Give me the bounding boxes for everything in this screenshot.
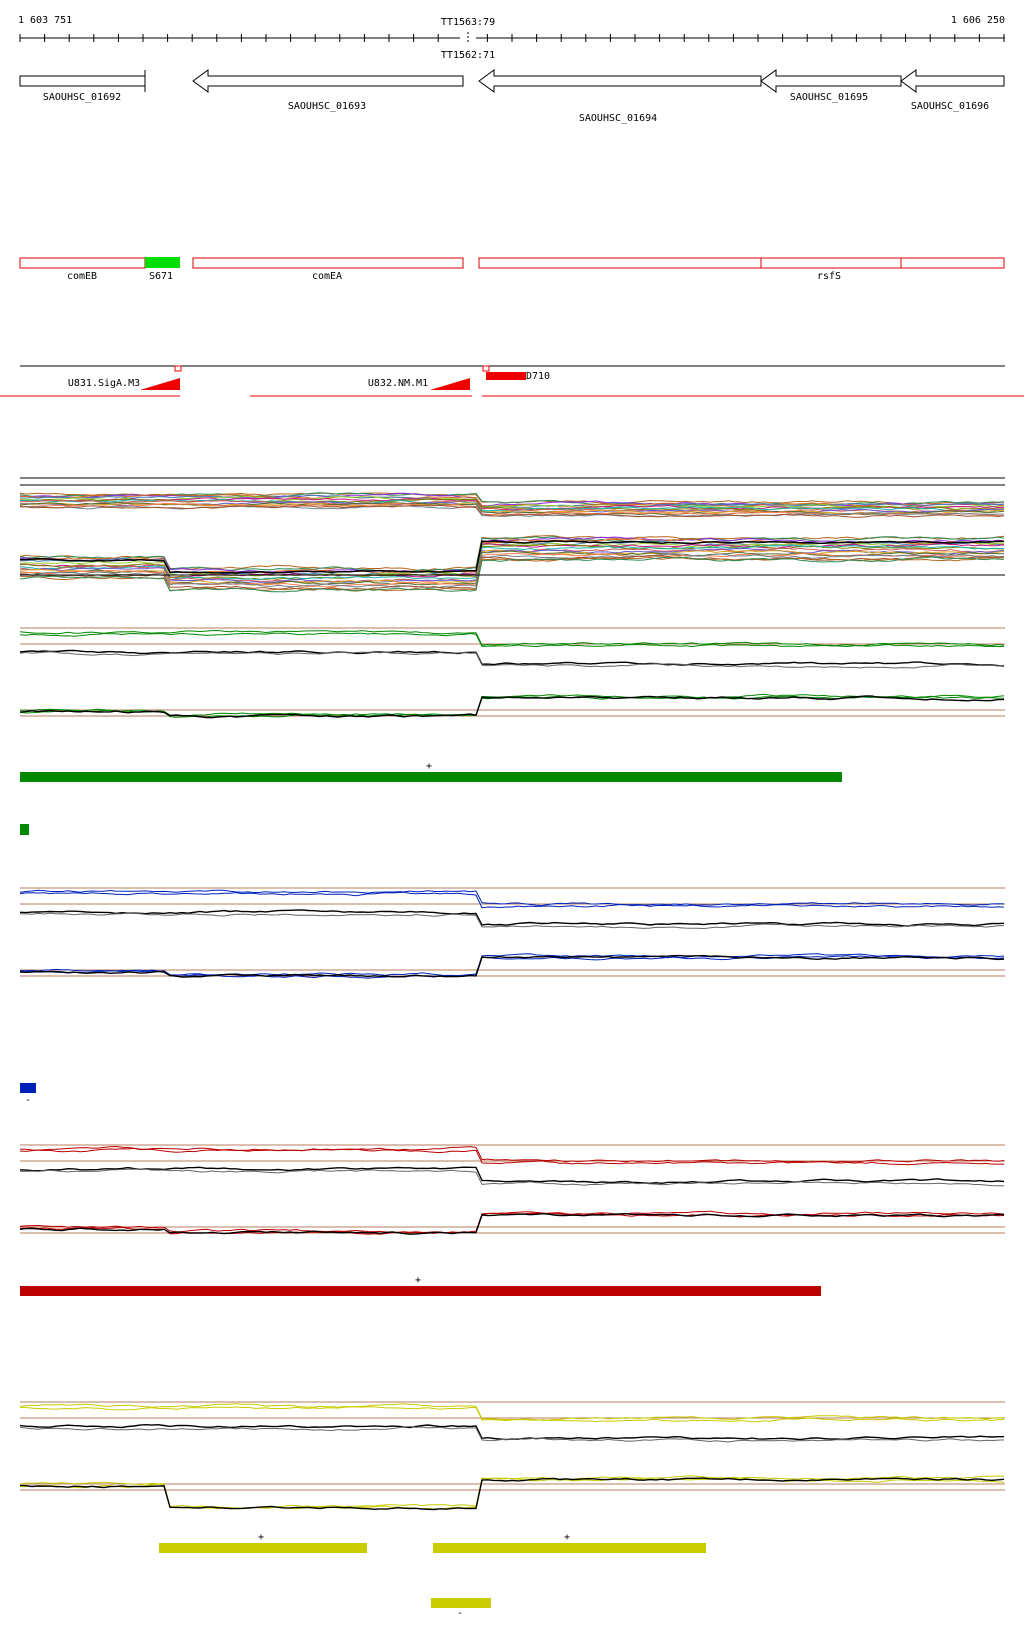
condition-panel	[19, 627, 1005, 835]
expression-trace	[19, 504, 1005, 518]
condition-trace	[19, 629, 1005, 647]
condition-trace	[19, 1406, 1005, 1423]
gene-track: SAOUHSC_01692 SAOUHSC_01693 SAOUHSC_0169…	[19, 69, 1005, 124]
annotation-box[interactable]	[478, 257, 762, 269]
terminator-top-label: TT1563:79	[441, 17, 495, 28]
annotation-track: comEB S671 comEA rsfS	[19, 257, 1005, 282]
small-marker-label: -	[457, 1608, 463, 1619]
annotation-label: comEB	[67, 271, 97, 282]
condition-trace	[20, 912, 1005, 930]
expression-trace	[19, 505, 1005, 518]
expression-trace	[19, 543, 1005, 580]
promoter-marker[interactable]	[430, 378, 470, 390]
annotation-label: S671	[149, 271, 173, 282]
expression-trace	[19, 547, 1005, 583]
ruler-ticks	[19, 34, 1005, 42]
promoter-flag	[482, 365, 490, 372]
condition-segment	[20, 772, 842, 782]
feature-label: D710	[526, 371, 550, 382]
gene-label: SAOUHSC_01695	[790, 92, 868, 103]
downstream-feature[interactable]	[486, 372, 526, 380]
condition-trace	[19, 1212, 1004, 1235]
expression-trace	[19, 556, 1005, 593]
condition-trace	[19, 1145, 1005, 1163]
condition-trace	[19, 909, 1005, 927]
gene-arrow[interactable]: SAOUHSC_01695	[760, 69, 902, 103]
expression-traces-all	[19, 477, 1005, 593]
condition-trace	[19, 891, 1005, 909]
condition-small-segment	[20, 824, 29, 835]
gene-label: SAOUHSC_01696	[911, 101, 989, 112]
gene-label: SAOUHSC_01693	[288, 101, 366, 112]
condition-trace	[19, 1210, 1005, 1234]
expression-trace	[19, 536, 1005, 573]
expression-trace	[20, 540, 1005, 574]
segment-strand-label: +	[564, 1532, 570, 1543]
promoter-flag	[174, 365, 182, 372]
condition-trace	[19, 649, 1005, 667]
condition-trace	[20, 1168, 1005, 1187]
condition-trace	[19, 889, 1005, 907]
feature-label: U831.SigA.M3	[68, 378, 140, 389]
condition-trace	[19, 1477, 1005, 1510]
gene-arrow[interactable]: SAOUHSC_01694	[478, 69, 762, 124]
condition-trace	[19, 1477, 1005, 1511]
gene-arrow[interactable]: SAOUHSC_01696	[900, 69, 1005, 112]
condition-trace	[19, 955, 1005, 979]
ruler-end-label: 1 606 250	[951, 15, 1005, 26]
annotation-label: rsfS	[817, 271, 841, 282]
segment-strand-label: +	[426, 761, 432, 772]
annotation-box[interactable]	[192, 257, 464, 269]
expression-trace	[19, 498, 1005, 512]
expression-trace	[19, 492, 1005, 507]
condition-segment	[159, 1543, 367, 1553]
gene-label: SAOUHSC_01694	[579, 113, 657, 124]
annotation-box[interactable]	[19, 257, 146, 269]
segment-strand-label: +	[415, 1275, 421, 1286]
expression-trace	[19, 544, 1004, 581]
annotation-box[interactable]	[760, 257, 902, 269]
gene-arrow[interactable]: SAOUHSC_01693	[192, 69, 464, 112]
annotation-highlight[interactable]	[145, 257, 180, 268]
feature-track: U831.SigA.M3 U832.NM.M1 D710	[0, 365, 1024, 397]
condition-panel	[19, 887, 1005, 1093]
condition-trace	[19, 695, 1004, 719]
expression-trace	[19, 553, 1005, 589]
coordinate-ruler: 1 603 751 1 606 250 TT1563:79 TT1562:71	[18, 15, 1005, 61]
annotation-box[interactable]	[900, 257, 1005, 269]
gene-arrow[interactable]: SAOUHSC_01692	[19, 70, 146, 103]
annotation-label: comEA	[312, 271, 342, 282]
expression-trace	[19, 494, 1005, 508]
condition-panel	[19, 1144, 1005, 1296]
condition-small-segment	[20, 1083, 36, 1093]
feature-label: U832.NM.M1	[368, 378, 428, 389]
ruler-start-label: 1 603 751	[18, 15, 72, 26]
condition-trace	[19, 1423, 1004, 1441]
gene-label: SAOUHSC_01692	[43, 92, 121, 103]
condition-trace	[19, 954, 1005, 978]
promoter-marker[interactable]	[140, 378, 180, 390]
condition-trace	[19, 1166, 1005, 1185]
condition-panel	[19, 1401, 1005, 1608]
condition-trace	[19, 632, 1005, 648]
segment-strand-label: +	[258, 1532, 264, 1543]
condition-small-segment	[431, 1598, 491, 1608]
expression-trace	[19, 499, 1005, 513]
terminator-bottom-label: TT1562:71	[441, 50, 495, 61]
small-marker-label: -	[25, 1095, 31, 1106]
segment-markers: + - + + + -	[25, 761, 570, 1619]
condition-trace	[19, 1147, 1005, 1166]
condition-trace	[19, 1425, 1005, 1443]
condition-segment	[20, 1286, 821, 1296]
condition-panels	[19, 627, 1005, 1608]
condition-segment	[433, 1543, 706, 1553]
expression-trace	[19, 495, 1005, 510]
condition-trace	[19, 651, 1005, 669]
